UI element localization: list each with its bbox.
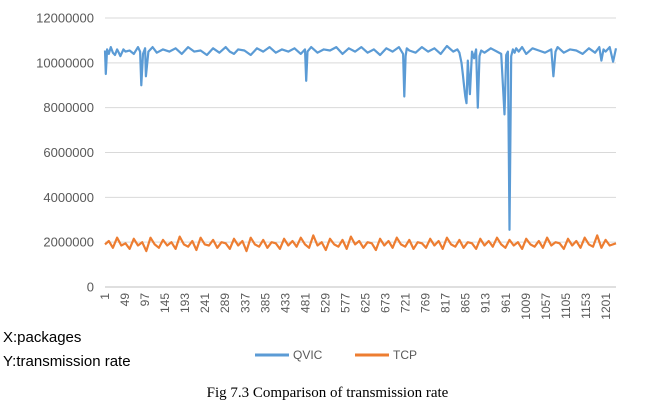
x-tick-label: 817: [439, 293, 453, 313]
x-tick-label: 241: [198, 293, 212, 313]
legend-label-qvic: QVIC: [293, 348, 323, 362]
x-tick-label: 49: [118, 293, 132, 307]
x-tick-label: 721: [399, 293, 413, 313]
line-chart: 0 2000000 4000000 6000000 8000000 10000000 120…: [36, 11, 618, 362]
y-tick-label: 8000000: [43, 100, 94, 115]
x-tick-label: 1105: [559, 293, 573, 319]
x-tick-label: 1057: [539, 293, 553, 320]
legend-label-tcp: TCP: [393, 348, 417, 362]
x-tick-label: 433: [278, 293, 292, 313]
y-tick-label: 12000000: [36, 11, 94, 26]
x-axis-note: X:packages: [3, 329, 82, 346]
x-tick-label: 1009: [519, 293, 533, 320]
data-series: [103, 44, 618, 253]
y-tick-label: 0: [87, 280, 94, 295]
x-tick-label: 673: [379, 293, 393, 313]
series-line-tcp: [104, 234, 617, 253]
x-tick-label: 865: [459, 293, 473, 313]
y-tick-label: 6000000: [43, 145, 94, 160]
y-axis-ticks: 0 2000000 4000000 6000000 8000000 10000000 120…: [36, 11, 94, 295]
x-tick-label: 1: [98, 293, 112, 300]
x-tick-label: 577: [338, 293, 352, 313]
y-tick-label: 2000000: [43, 235, 94, 250]
x-tick-label: 913: [479, 293, 493, 313]
figure-caption: Fig 7.3 Comparison of transmission rate: [206, 385, 449, 401]
x-axis-ticks: 1 49 97 145 193 241 289 337 385 433 481 529 577 625 67…: [98, 293, 613, 320]
grid-lines: [105, 17, 616, 288]
x-tick-label: 769: [419, 293, 433, 313]
x-tick-label: 961: [499, 293, 513, 313]
x-tick-label: 145: [158, 293, 172, 313]
x-tick-label: 337: [238, 293, 252, 313]
series-line-qvic: [103, 44, 618, 231]
y-tick-label: 10000000: [36, 55, 94, 70]
x-tick-label: 1201: [599, 293, 613, 320]
x-tick-label: 193: [178, 293, 192, 313]
x-tick-label: 481: [298, 293, 312, 313]
x-tick-label: 385: [258, 293, 272, 313]
x-tick-label: 1153: [579, 293, 593, 319]
x-tick-label: 289: [218, 293, 232, 313]
y-tick-label: 4000000: [43, 190, 94, 205]
x-tick-label: 529: [318, 293, 332, 313]
x-tick-label: 97: [138, 293, 152, 307]
legend: QVIC TCP: [255, 348, 417, 362]
x-tick-label: 625: [359, 293, 373, 313]
y-axis-note: Y:transmission rate: [3, 353, 131, 370]
